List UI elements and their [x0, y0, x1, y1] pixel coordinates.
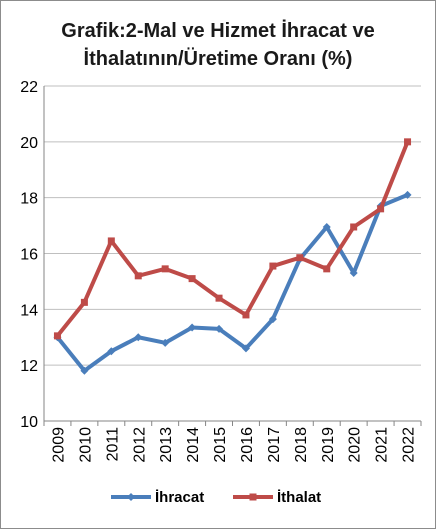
y-tick-label: 14	[20, 302, 38, 319]
y-tick-label: 10	[20, 414, 38, 431]
data-point-ithalat	[134, 272, 142, 280]
data-point-ihracat	[403, 190, 412, 199]
legend-marker-ithalat	[249, 493, 257, 501]
x-tick-label: 2022	[401, 427, 418, 463]
chart-title-line1: Grafik:2-Mal ve Hizmet İhracat ve	[61, 20, 375, 42]
data-point-ihracat	[322, 222, 331, 231]
x-tick-label: 2011	[104, 427, 121, 462]
x-tick-label: 2020	[347, 427, 364, 463]
data-point-ihracat	[134, 333, 143, 342]
x-tick-label: 2018	[293, 427, 310, 463]
chart-title-line2: İthalatının/Üretime Oranı (%)	[83, 48, 353, 70]
data-point-ithalat	[53, 332, 61, 340]
data-point-ithalat	[215, 294, 223, 302]
data-point-ihracat	[107, 347, 116, 356]
data-point-ithalat	[323, 265, 331, 273]
series-line-2	[55, 139, 410, 338]
data-point-ihracat	[349, 269, 358, 278]
x-tick-label: 2019	[320, 427, 337, 463]
x-tick-label: 2013	[158, 427, 175, 463]
data-point-ithalat	[404, 138, 412, 146]
legend-marker-ihracat	[127, 493, 135, 501]
y-tick-label: 18	[20, 191, 38, 208]
legend-label: İthalat	[277, 489, 321, 506]
x-tick-label: 2009	[50, 427, 67, 463]
data-point-ihracat	[268, 315, 277, 324]
x-tick-label: 2012	[131, 427, 148, 463]
y-tick-label: 16	[20, 247, 38, 264]
data-point-ithalat	[269, 262, 277, 270]
legend-label: İhracat	[155, 489, 204, 506]
data-point-ithalat	[350, 223, 358, 231]
data-point-ihracat	[80, 366, 89, 375]
data-point-ithalat	[107, 237, 115, 245]
data-point-ihracat	[215, 324, 224, 333]
data-point-ihracat	[241, 344, 250, 353]
data-point-ihracat	[188, 323, 197, 332]
x-tick-label: 2017	[266, 427, 283, 463]
y-tick-label: 12	[20, 358, 38, 375]
data-point-ithalat	[296, 254, 304, 262]
data-point-ithalat	[80, 298, 88, 306]
data-point-ithalat	[161, 265, 169, 273]
series-line-1	[55, 192, 410, 373]
data-point-ithalat	[188, 275, 196, 283]
x-tick-label: 2016	[239, 427, 256, 463]
data-point-ihracat	[161, 338, 170, 347]
x-tick-label: 2015	[212, 427, 229, 463]
chart-title: Grafik:2-Mal ve Hizmet İhracat ve İthala…	[1, 17, 435, 73]
x-tick-label: 2010	[77, 427, 94, 463]
y-tick-label: 22	[20, 79, 38, 96]
x-tick-label: 2014	[185, 427, 202, 463]
x-tick-label: 2021	[374, 427, 391, 463]
data-point-ithalat	[377, 205, 385, 213]
data-point-ithalat	[242, 311, 250, 319]
y-tick-label: 20	[20, 135, 38, 152]
